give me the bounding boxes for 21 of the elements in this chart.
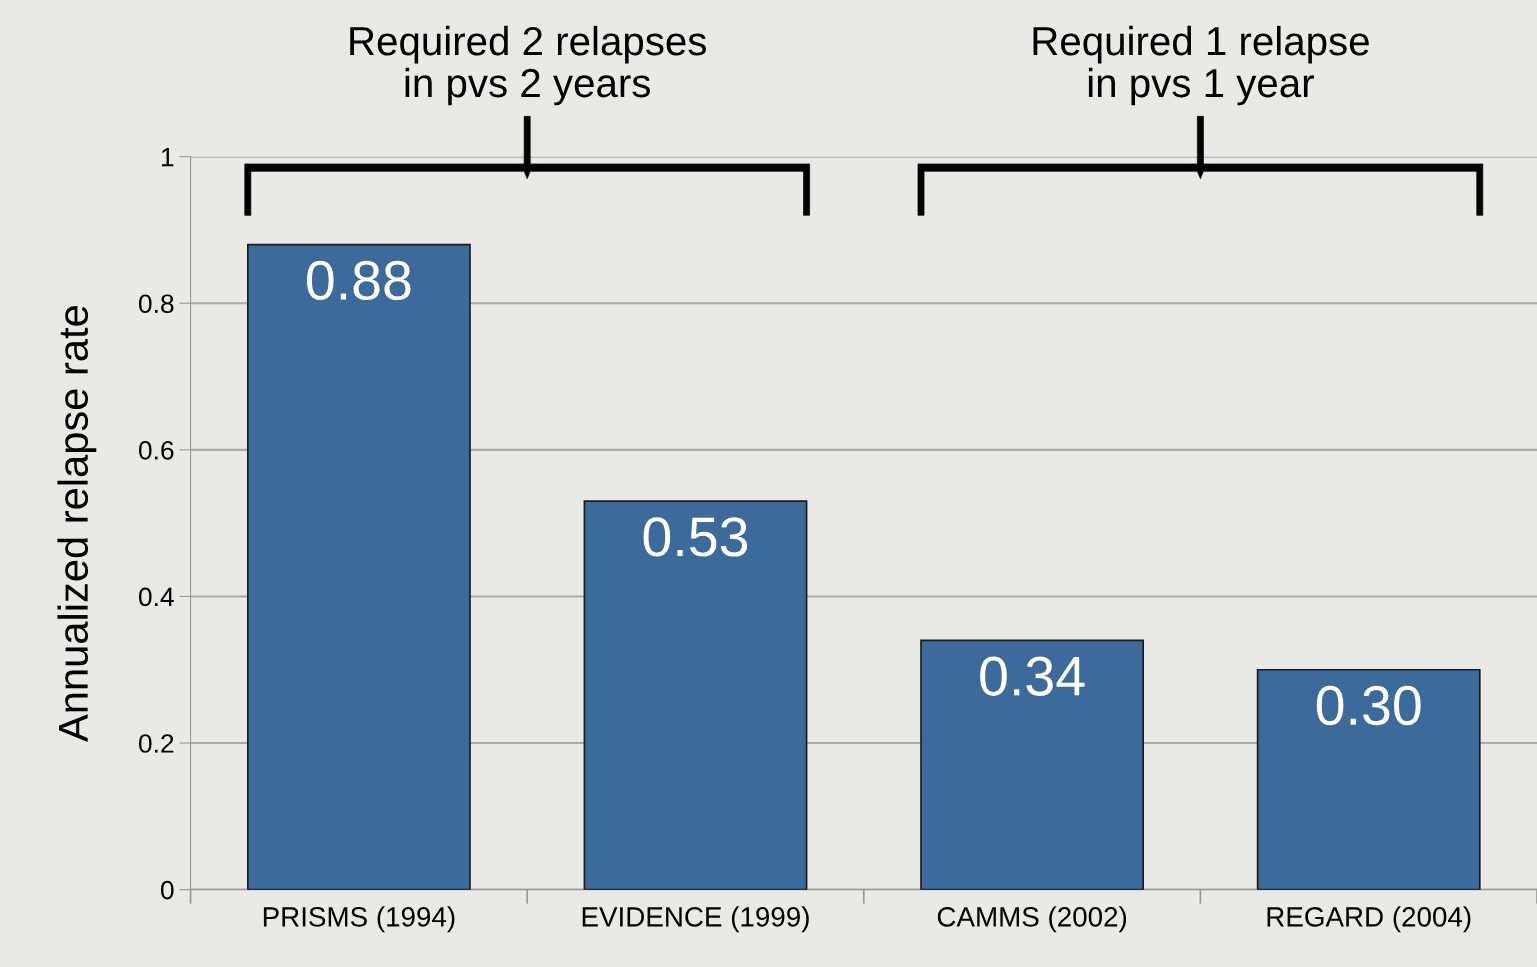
x-tick-label: PRISMS (1994) (263, 906, 455, 933)
y-tick-label: 1 (161, 148, 174, 167)
x-tick-label: EVIDENCE (1999) (582, 906, 809, 933)
x-tick-label: REGARD (2004) (1267, 906, 1471, 933)
x-tick-label: CAMMS (2002) (937, 906, 1127, 933)
y-tick-label: 0.4 (138, 587, 174, 607)
y-tick-label: 0.2 (138, 734, 174, 753)
y-tick-label: 0.8 (138, 294, 174, 314)
text: Required 2 relapses in pvs 2 years (350, 25, 706, 106)
bar (920, 639, 1145, 890)
data-label: 0.88 (307, 260, 411, 301)
bar (1256, 668, 1481, 890)
data-label: 0.30 (1316, 685, 1421, 726)
data-label: 0.53 (643, 517, 748, 557)
text: Required 1 relapse in pvs 1 year (1033, 25, 1369, 106)
data-label: 0.34 (980, 656, 1085, 696)
bar (583, 500, 808, 890)
y-tick-label: 0 (160, 880, 174, 900)
y-axis-title: Annualized relapse rate (57, 306, 97, 742)
bar (246, 243, 471, 890)
y-tick-label: 0.6 (138, 440, 174, 460)
